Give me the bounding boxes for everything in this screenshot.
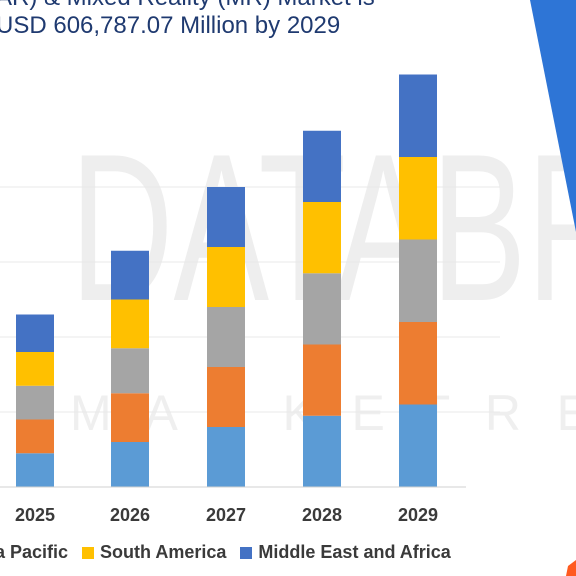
bar-segment (303, 344, 341, 416)
bar-segment (207, 187, 245, 247)
bar-segment (399, 322, 437, 405)
legend-item: ia Pacific (0, 542, 68, 563)
x-tick-label: 2028 (302, 505, 342, 525)
bar-segment (399, 74, 437, 157)
bar-segment (399, 157, 437, 240)
legend-item: Middle East and Africa (240, 542, 451, 563)
bar-segment (207, 427, 245, 487)
bar-segment (207, 247, 245, 307)
bar-segment (303, 202, 341, 274)
bar-segment (399, 404, 437, 487)
bar-segment (303, 273, 341, 345)
bar-segment (16, 314, 54, 352)
decorative-accent-shape (530, 0, 576, 232)
legend: ia Pacific South America Middle East and… (0, 542, 465, 563)
legend-swatch (240, 546, 253, 559)
bar-segment (111, 442, 149, 487)
decorative-accent-corner (566, 560, 576, 576)
bar-segment (111, 250, 149, 300)
legend-label: South America (100, 542, 227, 562)
x-tick-label: 2029 (398, 505, 438, 525)
x-tick-label: 2027 (206, 505, 246, 525)
bar-segment (16, 453, 54, 487)
legend-label: Middle East and Africa (258, 542, 451, 562)
bar-segment (399, 239, 437, 322)
bar-segment (111, 393, 149, 442)
bar-segment (303, 130, 341, 202)
bar-segment (16, 352, 54, 386)
chart-title-line-1: AR) & Mixed Reality (MR) Market is (0, 0, 375, 12)
bar-segment (111, 348, 149, 394)
legend-swatch (82, 546, 95, 559)
bar-segment (303, 415, 341, 487)
x-tick-label: 2025 (15, 505, 55, 525)
legend-item: South America (82, 542, 226, 563)
bar-segment (16, 419, 54, 454)
bar-segment (111, 299, 149, 349)
bars (16, 74, 437, 487)
legend-label: ia Pacific (0, 542, 69, 562)
chart-title-line-2: USD 606,787.07 Million by 2029 (0, 12, 341, 39)
x-tick-labels: 2025 2026 2027 2028 2029 (15, 505, 438, 525)
bar-segment (207, 307, 245, 367)
bar-segment (16, 385, 54, 420)
x-tick-label: 2026 (110, 505, 150, 525)
bar-segment (207, 367, 245, 427)
